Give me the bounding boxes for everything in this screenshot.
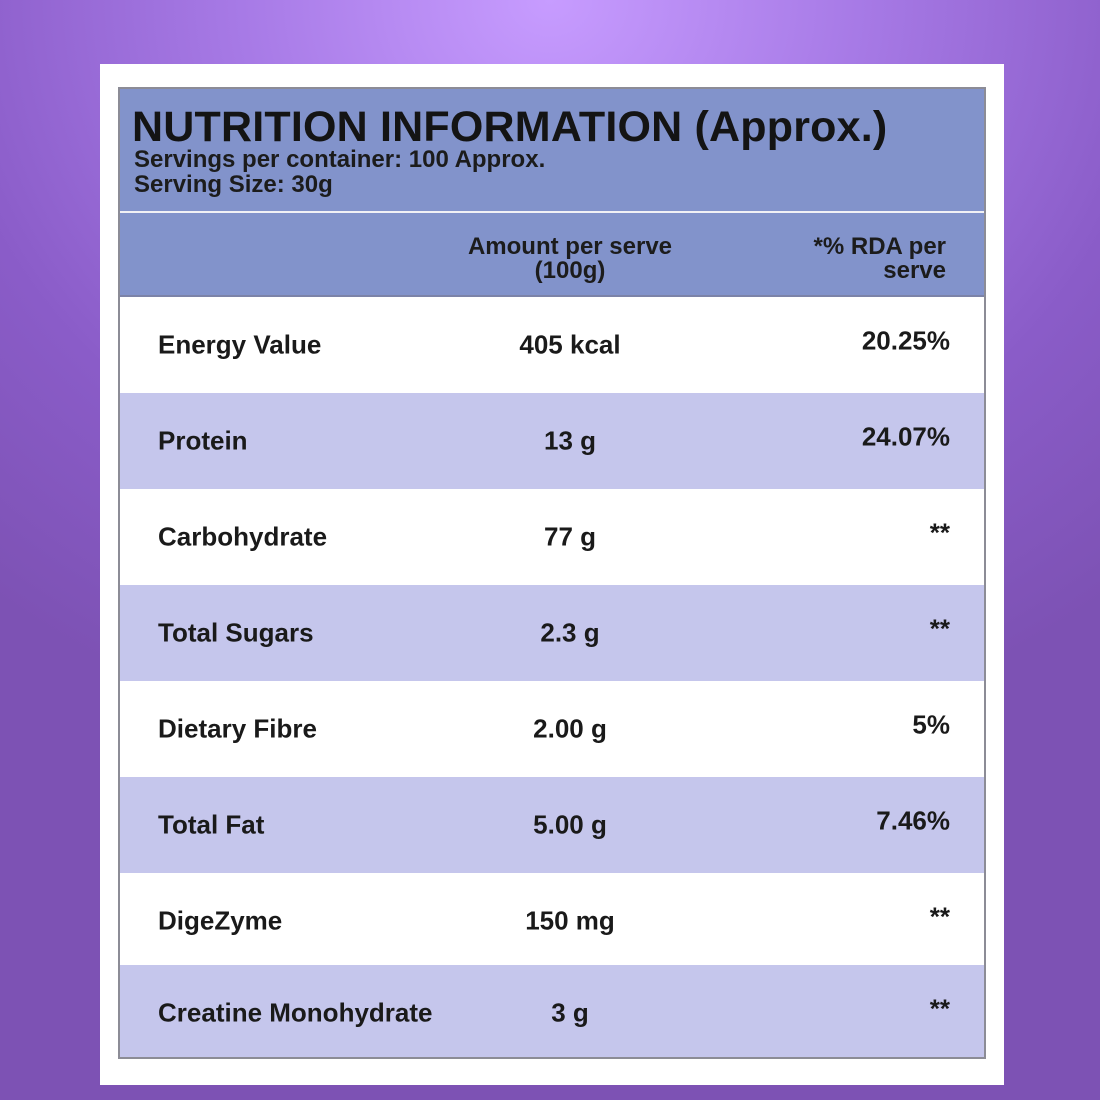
column-header-amount-line1: Amount per serve (467, 233, 673, 260)
nutrient-rda: 5% (912, 709, 950, 740)
nutrient-amount: 77 g (543, 521, 597, 552)
title-block: NUTRITION INFORMATION (Approx.) Servings… (120, 89, 984, 213)
nutrient-amount: 2.00 g (533, 713, 607, 744)
nutrient-amount: 3 g (551, 997, 589, 1028)
nutrient-name: Protein (158, 425, 248, 456)
nutrient-rda: 24.07% (861, 421, 950, 452)
nutrient-rda: ** (929, 993, 950, 1024)
table-row: Energy Value 405 kcal 20.25% (120, 297, 984, 393)
column-header-rda: *% RDA per serve (746, 235, 946, 283)
table-row: Total Fat 5.00 g 7.46% (120, 777, 984, 873)
table-row: Protein 13 g 24.07% (120, 393, 984, 489)
nutrient-amount: 405 kcal (519, 329, 621, 360)
column-header-amount: Amount per serve (100g) (450, 235, 690, 283)
nutrient-name: DigeZyme (158, 905, 283, 936)
nutrient-rda: ** (929, 901, 950, 932)
nutrient-amount: 150 mg (525, 905, 615, 936)
table-row: Dietary Fibre 2.00 g 5% (120, 681, 984, 777)
nutrient-amount: 13 g (543, 425, 597, 456)
nutrient-amount: 5.00 g (533, 809, 607, 840)
nutrient-name: Energy Value (158, 329, 322, 360)
nutrient-rda: ** (929, 613, 950, 644)
servings-per-container: Servings per container: 100 Approx. (134, 146, 546, 173)
serving-size: Serving Size: 30g (134, 171, 333, 198)
nutrition-card: NUTRITION INFORMATION (Approx.) Servings… (100, 64, 1004, 1085)
nutrient-name: Total Sugars (158, 617, 314, 648)
table-row: Creatine Monohydrate 3 g ** (120, 965, 984, 1057)
column-header-amount-line2: (100g) (534, 257, 606, 284)
nutrient-rda: ** (929, 517, 950, 548)
nutrient-name: Dietary Fibre (158, 713, 317, 744)
nutrient-rda: 7.46% (876, 805, 950, 836)
table-row: DigeZyme 150 mg ** (120, 873, 984, 969)
column-header-row: Amount per serve (100g) *% RDA per serve (120, 213, 984, 297)
nutrient-amount: 2.3 g (540, 617, 600, 648)
column-header-rda-line1: *% RDA per (813, 233, 946, 260)
nutrient-rda: 20.25% (861, 325, 950, 356)
nutrition-table: NUTRITION INFORMATION (Approx.) Servings… (118, 87, 986, 1059)
nutrient-name: Total Fat (158, 809, 265, 840)
column-header-rda-line2: serve (883, 257, 946, 284)
table-row: Carbohydrate 77 g ** (120, 489, 984, 585)
table-row: Total Sugars 2.3 g ** (120, 585, 984, 681)
nutrient-name: Carbohydrate (158, 521, 328, 552)
nutrient-name: Creatine Monohydrate (158, 997, 433, 1028)
table-title: NUTRITION INFORMATION (Approx.) (132, 103, 888, 151)
